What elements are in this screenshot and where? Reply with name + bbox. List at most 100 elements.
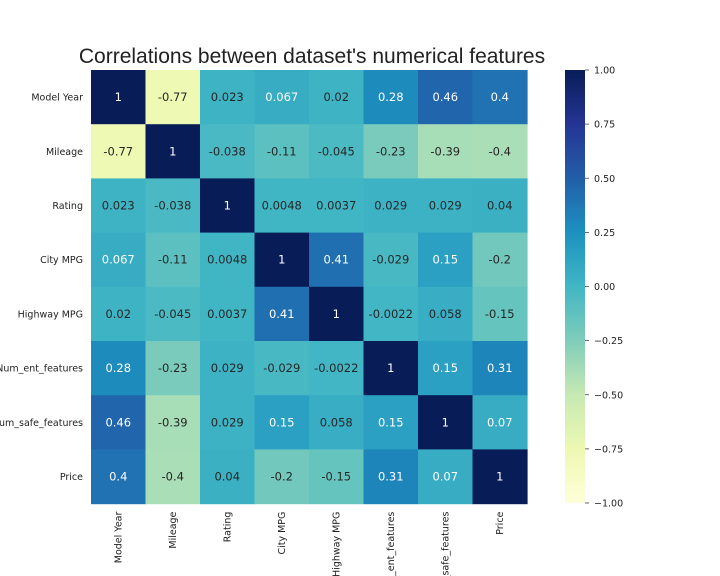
heatmap-cell [91,70,147,125]
heatmap-cell [254,395,310,450]
heatmap-cell [145,286,201,342]
heatmap-cell [145,395,201,450]
y-tick-label: Mileage [46,147,83,158]
heatmap-cell [254,286,310,342]
heatmap-cell [91,232,147,288]
heatmap-cell [91,395,147,450]
heatmap-cell [200,449,256,505]
heatmap-cell [363,70,419,125]
cell-value-label: -0.4 [162,470,184,484]
cell-value-label: -0.038 [154,199,191,213]
cell-value-label: 0.28 [105,361,131,375]
heatmap-cell [200,286,256,342]
heatmap-cell [418,70,474,125]
x-tick-label: Num_ent_features [386,512,397,576]
heatmap-cell [363,232,419,288]
heatmap-cell [472,124,528,179]
heatmap-cell [200,178,256,234]
cell-value-label: 0.0037 [207,307,247,321]
colorbar-ticks: 1.00 0.75 0.50 0.25 0.00 −0.25 −0.50 −0.75 −1.00 [585,66,623,510]
cell-value-label: -0.23 [376,144,406,158]
cell-value-label: -0.77 [158,90,188,104]
y-tick-label: Price [60,472,83,483]
heatmap-cell [145,178,201,234]
colorbar-tick-label: 1.00 [594,66,615,77]
heatmap-cell [309,124,365,179]
heatmap-cell [472,395,528,450]
cell-value-label: 0.28 [378,90,404,104]
y-tick-label: City MPG [40,255,83,266]
heatmap-cell [309,232,365,288]
cell-value-label: 1 [224,199,231,213]
cell-value-label: -0.045 [154,307,191,321]
cell-value-label: 0.023 [102,199,135,213]
y-tick-label: Num_safe_features [0,418,83,429]
cell-value-label: 0.41 [323,253,349,267]
heatmap-cell [363,124,419,179]
heatmap-cell [145,449,201,505]
heatmap-cell [200,395,256,450]
heatmap-cell [472,286,528,342]
heatmap-cell [418,124,474,179]
heatmap-cell [254,70,310,125]
x-tick-label: Rating [223,512,234,543]
heatmap-cell [418,449,474,505]
heatmap-cell [254,232,310,288]
cell-value-label: -0.39 [158,415,188,429]
cell-value-label: 0.41 [269,307,295,321]
cell-value-label: -0.0022 [314,361,358,375]
heatmap-cell [363,395,419,450]
cell-value-label: -0.11 [158,253,188,267]
cell-value-label: 0.058 [429,307,462,321]
heatmap-cell [472,178,528,234]
heatmap-cell [309,395,365,450]
cell-value-label: 0.067 [265,90,298,104]
x-axis-tick-labels: Model Year Mileage Rating City MPG Highway M… [114,511,506,576]
x-tick-label: Model Year [114,512,125,564]
y-tick-label: Model Year [31,93,83,104]
cell-value-label: -0.23 [158,361,188,375]
heatmap-cell [200,124,256,179]
cell-value-label: 0.0048 [207,253,247,267]
cell-value-label: 0.0037 [316,199,356,213]
heatmap-cell [472,449,528,505]
heatmap-cell [309,286,365,342]
heatmap-cell [363,449,419,505]
cell-value-label: 0.023 [211,90,244,104]
colorbar-tick-label: 0.25 [594,228,615,239]
heatmap-cell [418,178,474,234]
heatmap-cell [363,286,419,342]
x-tick-label: Highway MPG [332,512,343,576]
cell-value-label: 0.02 [323,90,349,104]
heatmap-cell [200,70,256,125]
cell-value-label: 0.029 [374,199,407,213]
heatmap-cell [309,341,365,396]
cell-value-label: 0.31 [378,470,404,484]
colorbar-tick-label: 0.50 [594,174,615,185]
heatmap-cell [145,232,201,288]
cell-value-label: 1 [496,470,503,484]
cell-value-label: 1 [169,144,176,158]
heatmap-cell [91,341,147,396]
heatmap-cell [254,124,310,179]
cell-value-label: -0.77 [103,144,133,158]
heatmap-cell [91,178,147,234]
cell-value-label: 0.15 [432,253,458,267]
cell-value-label: 0.029 [429,199,462,213]
heatmap-cell [418,341,474,396]
cell-value-label: 0.46 [432,90,458,104]
heatmap-cell [309,449,365,505]
heatmap-cell [91,449,147,505]
cell-value-label: 0.04 [487,199,513,213]
heatmap-cell [472,232,528,288]
heatmap-cell [418,286,474,342]
cell-value-label: -0.15 [485,307,515,321]
chart-title: Correlations between dataset's numerical… [79,45,545,68]
cell-value-label: 0.0048 [262,199,302,213]
y-tick-label: Num_ent_features [0,364,83,375]
heatmap-cell [363,178,419,234]
cell-value-label: 0.4 [109,470,127,484]
cell-value-label: 0.029 [211,415,244,429]
cell-value-label: -0.15 [321,470,351,484]
